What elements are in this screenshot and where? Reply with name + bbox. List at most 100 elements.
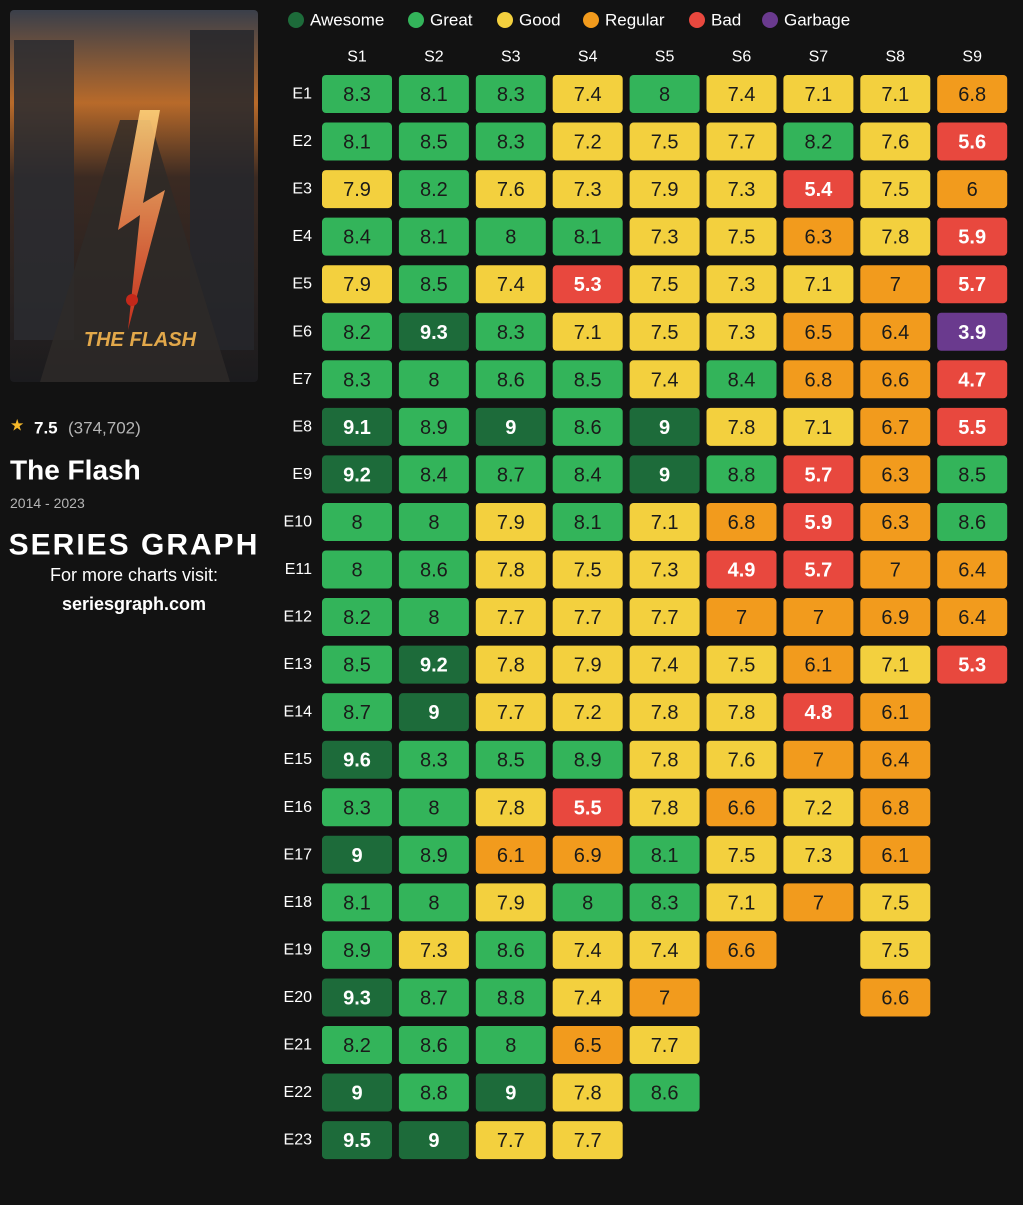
row-label: E19	[284, 941, 313, 958]
legend-label: Great	[430, 11, 473, 30]
rating-cell	[706, 170, 777, 209]
rating-cell	[322, 170, 392, 209]
rating-cell	[860, 930, 931, 969]
rating-label: 7	[890, 274, 901, 296]
rating-cell	[706, 455, 777, 494]
rating-cell	[475, 1121, 546, 1160]
rating-label: 8.9	[343, 940, 371, 962]
rating-cell	[860, 550, 931, 589]
rating-cell	[629, 978, 700, 1017]
rating-label: 8.6	[651, 1083, 679, 1105]
rating-label: 8.9	[574, 750, 602, 772]
rating-cell	[629, 360, 700, 399]
legend-swatch	[583, 12, 599, 28]
rating-label: 8.8	[497, 987, 525, 1009]
rating-cell	[783, 170, 854, 209]
rating-label: 7	[736, 607, 747, 629]
rating-cell	[706, 407, 777, 446]
rating-label: 7.4	[497, 274, 525, 296]
row-label: E16	[284, 799, 313, 816]
rating-label: 7.7	[574, 1130, 602, 1152]
legend-swatch	[762, 12, 778, 28]
rating-label: 8.1	[574, 512, 602, 534]
rating-label: 8.7	[343, 702, 371, 724]
rating-cell	[783, 788, 854, 827]
rating-label: 8.5	[420, 132, 448, 154]
rating-cell	[475, 883, 546, 922]
rating-cell	[783, 883, 854, 922]
rating-cell	[398, 312, 469, 351]
column-label: S4	[578, 49, 598, 66]
rating-cell	[552, 1073, 623, 1112]
rating-cell	[398, 360, 469, 399]
rating-cell	[552, 122, 623, 161]
rating-cell	[706, 740, 777, 779]
rating-cell	[475, 598, 546, 637]
rating-cell	[552, 883, 623, 922]
rating-cell	[398, 1073, 469, 1112]
rating-cell	[937, 360, 1008, 399]
rating-label: 8.6	[958, 512, 986, 534]
rating-cell	[860, 693, 931, 732]
rating-cell	[706, 217, 777, 256]
rating-label: 8	[505, 1035, 516, 1057]
rating-cell	[629, 407, 700, 446]
rating-label: 8.1	[343, 132, 371, 154]
rating-label: 7.4	[651, 369, 679, 391]
legend-label: Awesome	[310, 11, 384, 30]
rating-cell	[783, 360, 854, 399]
rating-label: 7.8	[881, 227, 909, 249]
rating-cell	[860, 645, 931, 684]
rating-cell	[475, 217, 546, 256]
rating-label: 7.7	[497, 607, 525, 629]
row-label: E14	[284, 704, 313, 721]
rating-cell	[398, 788, 469, 827]
rating-label: 7.9	[497, 892, 525, 914]
poster	[10, 10, 258, 382]
column-label: S1	[347, 49, 367, 66]
row-label: E15	[284, 751, 313, 768]
rating-cell	[937, 75, 1008, 113]
row-label: E8	[292, 418, 312, 435]
rating-cell	[937, 407, 1008, 446]
rating-cell	[398, 693, 469, 732]
rating-cell	[860, 122, 931, 161]
rating-label: 8	[428, 797, 439, 819]
rating-label: 6.4	[958, 607, 986, 629]
rating-cell	[475, 693, 546, 732]
rating-label: 7.6	[728, 750, 756, 772]
star-icon: ★	[10, 418, 24, 435]
rating-cell	[783, 407, 854, 446]
rating-label: 7.9	[343, 274, 371, 296]
rating-label: 6	[967, 179, 978, 201]
rating-cell	[322, 645, 392, 684]
rating-label: 5.7	[804, 464, 832, 486]
rating-label: 6.6	[881, 987, 909, 1009]
rating-label: 4.9	[728, 560, 756, 582]
rating-label: 6.7	[881, 417, 909, 439]
rating-label: 8.3	[343, 369, 371, 391]
rating-cell	[475, 312, 546, 351]
rating-label: 8	[659, 84, 670, 106]
rating-cell	[322, 360, 392, 399]
rating-label: 7.5	[728, 227, 756, 249]
row-label: E17	[284, 846, 313, 863]
rating-label: 7.5	[651, 322, 679, 344]
rating-label: 7.8	[497, 655, 525, 677]
rating-label: 8.4	[343, 227, 371, 249]
rating-cell	[629, 835, 700, 874]
rating-label: 9.3	[343, 987, 371, 1009]
rating-cell	[322, 978, 392, 1017]
rating-label: 8.6	[420, 1035, 448, 1057]
rating-cell	[783, 598, 854, 637]
rating-label: 5.9	[958, 227, 986, 249]
rating-label: 8.6	[497, 369, 525, 391]
rating-label: 6.1	[881, 702, 909, 724]
rating-cell	[398, 550, 469, 589]
rating-cell	[706, 930, 777, 969]
rating-cell	[706, 883, 777, 922]
legend-label: Good	[519, 11, 561, 30]
rating-label: 7.1	[881, 84, 909, 106]
rating-cell	[322, 265, 392, 304]
rating-label: 8.1	[420, 84, 448, 106]
